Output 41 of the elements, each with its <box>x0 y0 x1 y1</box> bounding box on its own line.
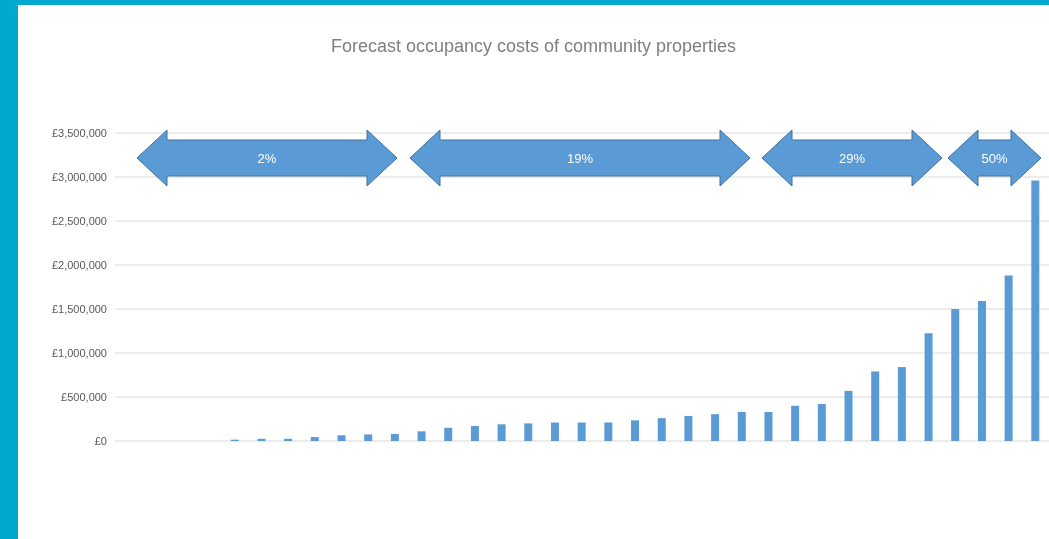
bar <box>337 435 346 441</box>
bar <box>631 420 640 441</box>
bar <box>550 422 559 441</box>
annotation: 19% <box>566 151 594 166</box>
bar <box>871 371 880 441</box>
bar <box>737 411 746 441</box>
y-tick-label: £0 <box>94 434 107 447</box>
bar <box>951 309 960 441</box>
bar <box>417 431 426 441</box>
annotation: 50% <box>981 151 1008 166</box>
bar <box>524 423 533 441</box>
y-tick-label: £500,000 <box>61 390 107 403</box>
annotation: 2% <box>257 151 277 166</box>
bar <box>657 418 666 441</box>
bar <box>924 333 933 441</box>
chart-title: Forecast occupancy costs of community properties <box>329 36 738 57</box>
bar <box>817 404 826 441</box>
y-tick-label: £3,500,000 <box>51 126 107 139</box>
bar <box>684 415 693 441</box>
annotation: 29% <box>838 151 866 166</box>
bar <box>711 414 720 441</box>
bar <box>604 422 613 441</box>
y-tick-label: £2,500,000 <box>51 214 107 227</box>
bar <box>364 434 373 441</box>
bar <box>791 405 800 441</box>
y-tick-label: £2,000,000 <box>51 258 107 271</box>
bar <box>310 437 319 441</box>
bar <box>497 424 506 441</box>
bar <box>1004 275 1013 441</box>
y-tick-label: £3,000,000 <box>51 170 107 183</box>
bar <box>444 427 453 441</box>
bar <box>577 422 586 441</box>
y-tick-label: £1,000,000 <box>51 346 107 359</box>
bar <box>1031 180 1040 441</box>
y-tick-label: £1,500,000 <box>51 302 107 315</box>
bar <box>897 367 906 441</box>
bar <box>844 390 853 441</box>
bar <box>977 301 986 441</box>
bar <box>470 426 479 441</box>
bar <box>390 433 399 441</box>
bar <box>764 411 773 441</box>
